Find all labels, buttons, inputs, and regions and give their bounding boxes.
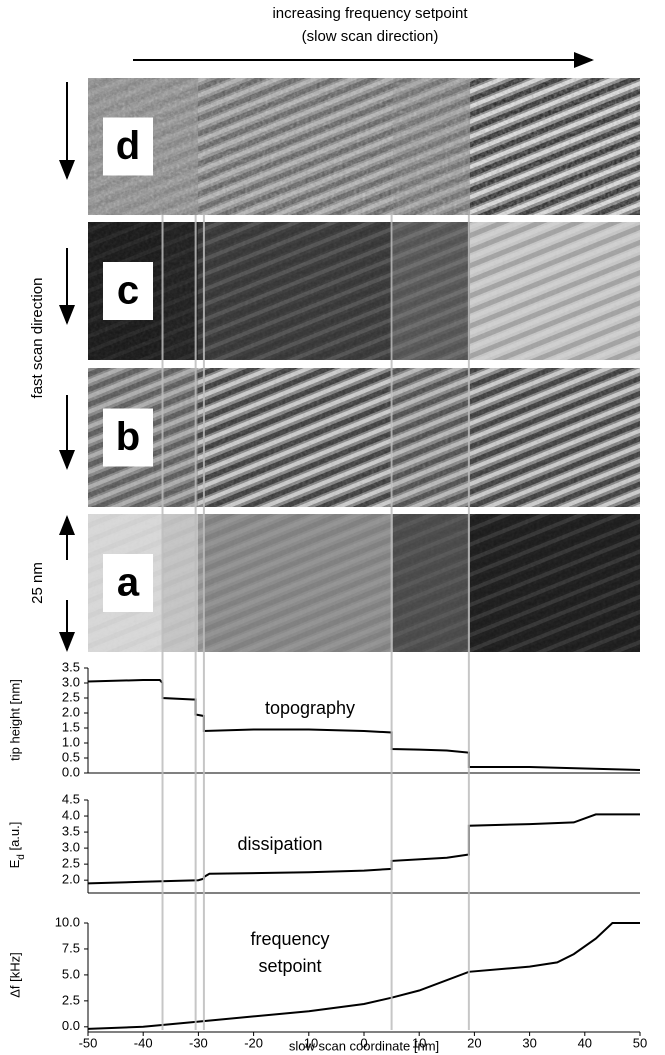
x-tick-label: 0 — [360, 1035, 367, 1050]
y-tick-label: 0.5 — [62, 749, 80, 764]
image-noise — [88, 78, 640, 215]
y-axis-label-part: d — [16, 854, 27, 860]
y-tick-label: 4.0 — [62, 807, 80, 822]
x-tick-label: 50 — [633, 1035, 647, 1050]
annotation: topography — [265, 698, 355, 718]
image-panels: d c b a — [88, 78, 640, 652]
panel-label-box — [103, 554, 153, 612]
panel-label-box — [103, 408, 153, 467]
image-noise — [88, 514, 640, 652]
y-tick-label: 1.5 — [62, 719, 80, 734]
y-axis-label-part: [a.u.] — [7, 822, 22, 855]
y-tick-label: 3.5 — [62, 659, 80, 674]
y-tick-label: 2.0 — [62, 704, 80, 719]
y-tick-label: 3.0 — [62, 840, 80, 855]
y-axis-label: tip height [nm] — [7, 679, 22, 761]
y-tick-label: 1.0 — [62, 734, 80, 749]
data-line — [87, 679, 641, 771]
y-tick-label: 4.5 — [62, 791, 80, 806]
x-tick-label: 40 — [578, 1035, 592, 1050]
y-axis-label: Δf [kHz] — [7, 952, 22, 998]
y-tick-label: 2.5 — [62, 992, 80, 1007]
x-tick-label: -10 — [299, 1035, 318, 1050]
image-noise — [88, 222, 640, 360]
panel-label: a — [117, 561, 140, 605]
annotation: setpoint — [258, 956, 321, 976]
data-line — [87, 922, 640, 1030]
x-tick-label: -30 — [189, 1035, 208, 1050]
x-tick-label: 30 — [522, 1035, 536, 1050]
panel-label-box — [103, 262, 153, 320]
header-line: (slow scan direction) — [302, 28, 439, 45]
y-tick-label: 2.0 — [62, 872, 80, 887]
x-tick-label: -20 — [244, 1035, 263, 1050]
panel-label-box — [103, 117, 153, 176]
x-tick-label: -50 — [79, 1035, 98, 1050]
y-tick-label: 0.0 — [62, 764, 80, 779]
y-axis-label-part: E — [7, 859, 22, 868]
x-tick-label: -40 — [134, 1035, 153, 1050]
image-noise — [88, 368, 640, 507]
annotation: frequency — [250, 929, 329, 949]
header-line: increasing frequency setpoint — [272, 5, 468, 22]
y-tick-label: 2.5 — [62, 689, 80, 704]
panel-label: b — [116, 415, 140, 459]
y-tick-label: 2.5 — [62, 856, 80, 871]
x-tick-label: 10 — [412, 1035, 426, 1050]
y-tick-label: 5.0 — [62, 966, 80, 981]
y-tick-label: 7.5 — [62, 940, 80, 955]
y-tick-label: 0.0 — [62, 1018, 80, 1033]
y-axis-label: Ed [a.u.] — [7, 822, 27, 869]
scale-label: 25 nm — [29, 562, 46, 604]
side-label: fast scan direction — [29, 278, 46, 399]
data-line — [87, 813, 640, 885]
y-tick-label: 10.0 — [55, 914, 80, 929]
x-axis-label: slow scan coordinate [nm] — [289, 1038, 439, 1053]
annotation: dissipation — [237, 834, 322, 854]
y-tick-label: 3.5 — [62, 824, 80, 839]
panel-label: d — [116, 124, 140, 168]
y-tick-label: 3.0 — [62, 674, 80, 689]
panel-label: c — [117, 269, 139, 313]
x-tick-label: 20 — [467, 1035, 481, 1050]
